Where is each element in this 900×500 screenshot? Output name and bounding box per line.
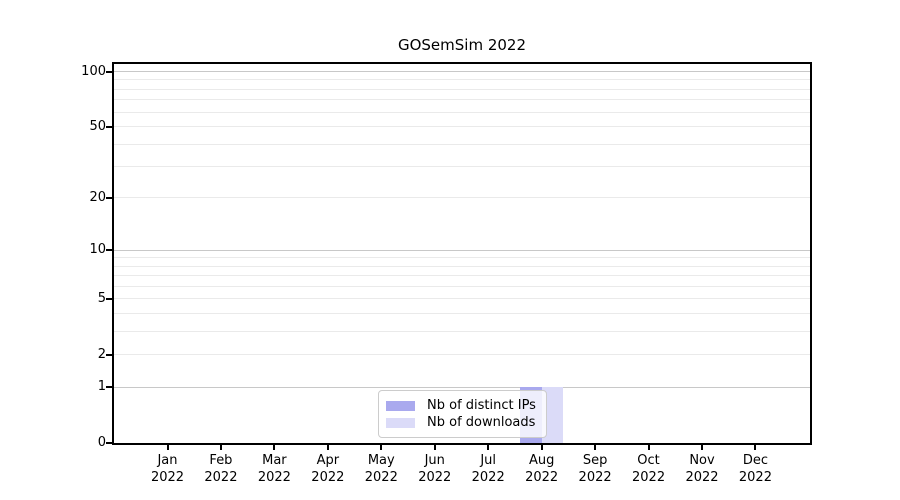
y-tick-label: 0 xyxy=(97,435,106,450)
legend-item: Nb of distinct IPs xyxy=(386,397,537,414)
x-axis-tick xyxy=(219,445,222,450)
x-tick-label: Mar 2022 xyxy=(257,453,291,485)
x-axis-tick xyxy=(433,445,436,450)
x-tick-label: Jan 2022 xyxy=(150,453,185,485)
minor-gridline xyxy=(114,265,810,267)
x-axis-tick xyxy=(647,445,650,450)
x-tick-label: Apr 2022 xyxy=(311,453,345,485)
x-tick-label: Jul 2022 xyxy=(471,453,505,485)
x-tick-label: Oct 2022 xyxy=(632,453,666,485)
minor-gridline xyxy=(114,312,810,314)
legend: Nb of distinct IPs Nb of downloads xyxy=(378,390,547,438)
y-axis-tick xyxy=(106,297,112,300)
x-axis-tick xyxy=(594,445,597,450)
legend-swatch xyxy=(386,417,415,428)
minor-gridline xyxy=(114,99,810,101)
minor-gridline xyxy=(114,354,810,356)
minor-gridline xyxy=(114,275,810,277)
major-gridline xyxy=(114,71,810,73)
y-tick-label: 20 xyxy=(89,189,106,205)
major-gridline xyxy=(114,386,810,388)
x-axis-tick xyxy=(166,445,169,450)
legend-item: Nb of downloads xyxy=(386,414,537,431)
minor-gridline xyxy=(114,166,810,168)
major-gridline xyxy=(114,249,810,251)
legend-swatch xyxy=(386,400,415,411)
y-axis-tick xyxy=(106,249,112,252)
x-tick-label: Feb 2022 xyxy=(204,453,238,485)
legend-label: Nb of distinct IPs xyxy=(427,398,536,413)
x-axis-tick xyxy=(701,445,703,450)
x-tick-label: Jun 2022 xyxy=(418,453,452,485)
x-axis-tick xyxy=(380,445,383,450)
minor-gridline xyxy=(114,111,810,113)
x-axis-tick xyxy=(487,445,490,450)
y-tick-label: 100 xyxy=(81,63,106,79)
x-tick-label: Nov 2022 xyxy=(685,453,719,485)
y-axis-tick xyxy=(106,442,112,444)
x-axis-tick xyxy=(540,445,543,450)
minor-gridline xyxy=(114,126,810,128)
minor-gridline xyxy=(114,285,810,287)
y-tick-label: 50 xyxy=(89,118,106,134)
x-axis-tick xyxy=(273,445,276,450)
legend-label: Nb of downloads xyxy=(427,415,536,430)
minor-gridline xyxy=(114,197,810,199)
y-axis-tick xyxy=(106,196,112,199)
y-axis-tick xyxy=(106,353,112,356)
y-tick-label: 1 xyxy=(97,379,106,395)
x-tick-label: May 2022 xyxy=(364,453,398,485)
x-axis-tick xyxy=(754,445,757,450)
y-axis-tick xyxy=(106,125,112,128)
minor-gridline xyxy=(114,298,810,300)
minor-gridline xyxy=(114,257,810,259)
minor-gridline xyxy=(114,330,810,332)
y-tick-label: 5 xyxy=(97,290,106,306)
y-axis-tick xyxy=(106,70,112,73)
y-axis-tick xyxy=(106,386,112,389)
chart-title: GOSemSim 2022 xyxy=(397,36,527,54)
y-tick-label: 10 xyxy=(89,242,106,258)
x-tick-label: Dec 2022 xyxy=(738,453,772,485)
x-tick-label: Aug 2022 xyxy=(525,453,559,485)
minor-gridline xyxy=(114,143,810,145)
x-axis-tick xyxy=(326,445,329,450)
x-tick-label: Sep 2022 xyxy=(578,453,612,485)
minor-gridline xyxy=(114,88,810,90)
minor-gridline xyxy=(114,79,810,81)
y-tick-label: 2 xyxy=(97,346,106,362)
